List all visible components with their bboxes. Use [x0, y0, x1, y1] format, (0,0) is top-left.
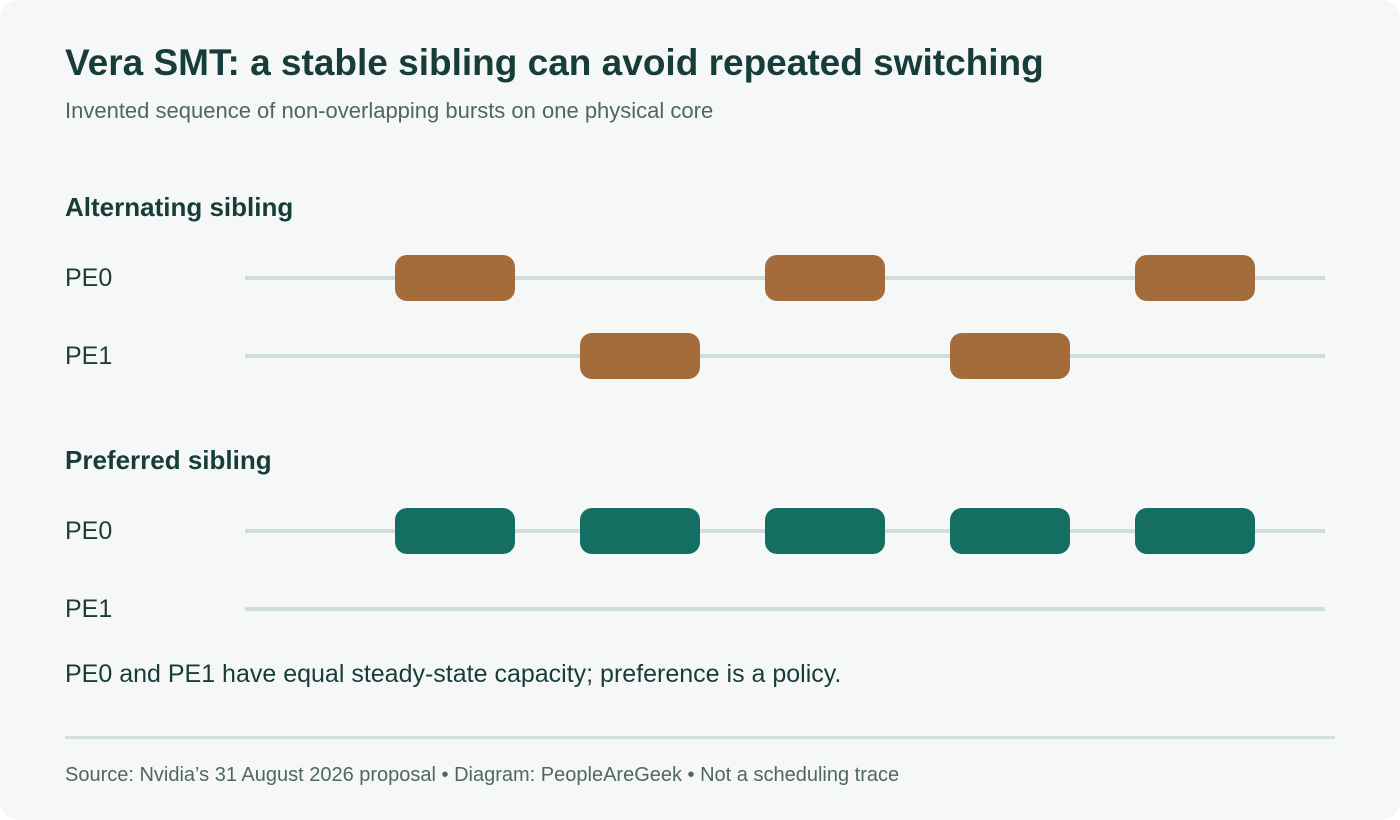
source-footer: Source: Nvidia’s 31 August 2026 proposal… [65, 764, 900, 786]
row-label-preferred-pe1: PE1 [65, 595, 113, 623]
burst-alternating-pe1-4 [950, 333, 1070, 379]
row-label-preferred-pe0: PE0 [65, 517, 113, 545]
burst-preferred-pe0-5 [1135, 508, 1255, 554]
burst-preferred-pe0-2 [580, 508, 700, 554]
burst-preferred-pe0-3 [765, 508, 885, 554]
row-label-alternating-pe0: PE0 [65, 264, 113, 292]
diagram-subtitle: Invented sequence of non-overlapping bur… [65, 98, 714, 123]
section-heading-preferred: Preferred sibling [65, 445, 272, 475]
footer-divider [65, 736, 1335, 739]
section-heading-alternating: Alternating sibling [65, 192, 294, 222]
diagram-title: Vera SMT: a stable sibling can avoid rep… [65, 42, 1044, 83]
policy-note: PE0 and PE1 have equal steady-state capa… [65, 660, 842, 688]
burst-preferred-pe0-4 [950, 508, 1070, 554]
row-label-alternating-pe1: PE1 [65, 342, 113, 370]
burst-alternating-pe1-2 [580, 333, 700, 379]
burst-alternating-pe0-1 [395, 255, 515, 301]
burst-alternating-pe0-3 [765, 255, 885, 301]
burst-alternating-pe0-5 [1135, 255, 1255, 301]
burst-preferred-pe0-1 [395, 508, 515, 554]
